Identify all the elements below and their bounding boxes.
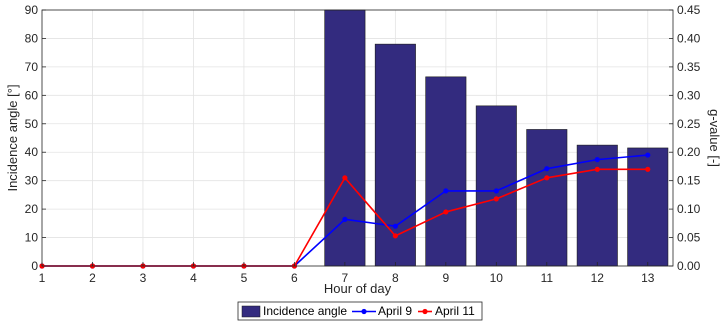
y-tick-label-right: 0.45 — [677, 3, 701, 17]
y-axis-title-left: Incidence angle [°] — [5, 84, 20, 191]
series-point — [493, 188, 499, 194]
y-tick-label-left: 40 — [25, 145, 39, 159]
y-tick-label-right: 0.15 — [677, 174, 701, 188]
bar — [324, 9, 366, 267]
y-tick-label-right: 0.30 — [677, 88, 701, 102]
y-tick-label-left: 30 — [25, 174, 39, 188]
legend-label-incidence-angle: Incidence angle — [263, 304, 347, 318]
series-point — [645, 152, 651, 158]
y-tick-label-right: 0.10 — [677, 202, 701, 216]
series-point — [594, 157, 600, 163]
y-tick-label-left: 50 — [25, 117, 39, 131]
y-tick-label-left: 10 — [25, 231, 39, 245]
y-tick-label-right: 0.00 — [677, 259, 701, 273]
series-point — [392, 223, 398, 229]
legend: Incidence angle April 9 April 11 — [237, 301, 483, 321]
x-tick-label: 2 — [89, 271, 96, 285]
series-point — [493, 196, 499, 202]
x-tick-label: 12 — [591, 271, 605, 285]
bar — [425, 76, 467, 267]
bar — [576, 144, 618, 267]
x-tick-label: 1 — [39, 271, 46, 285]
x-tick-label: 7 — [342, 271, 349, 285]
bar — [374, 43, 416, 267]
x-tick-label: 4 — [190, 271, 197, 285]
x-ticks: 1 2 3 4 5 6 7 8 9 10 11 12 13 — [39, 262, 655, 285]
y-ticks-left: 0 10 20 30 40 50 60 70 80 90 — [25, 3, 46, 273]
y-tick-label-right: 0.40 — [677, 31, 701, 45]
series-point — [392, 233, 398, 239]
legend-marker-april-11 — [422, 308, 428, 315]
y-tick-label-right: 0.35 — [677, 60, 701, 74]
legend-label-april-11: April 11 — [435, 304, 475, 318]
x-tick-label: 3 — [140, 271, 147, 285]
x-axis-title: Hour of day — [324, 281, 392, 296]
bar — [526, 129, 568, 267]
series-point — [443, 188, 449, 194]
x-tick-label: 5 — [241, 271, 248, 285]
x-tick-label: 8 — [392, 271, 399, 285]
y-tick-label-right: 0.25 — [677, 117, 701, 131]
bar — [627, 147, 669, 267]
y-tick-label-left: 80 — [25, 31, 39, 45]
series-point — [645, 166, 651, 172]
series-point — [342, 216, 348, 222]
x-tick-label: 10 — [490, 271, 504, 285]
legend-swatch-incidence-angle — [241, 305, 261, 318]
legend-marker-april-9 — [361, 308, 367, 315]
series-point — [342, 175, 348, 181]
legend-label-april-9: April 9 — [378, 304, 412, 318]
series-point — [544, 166, 550, 172]
plot-frame — [41, 9, 674, 267]
y-tick-label-right: 0.20 — [677, 145, 701, 159]
series-point — [443, 209, 449, 215]
x-tick-label: 9 — [442, 271, 449, 285]
y-tick-label-left: 0 — [31, 259, 38, 273]
bars — [324, 9, 669, 267]
x-tick-label: 6 — [291, 271, 298, 285]
x-tick-label: 13 — [641, 271, 655, 285]
series-point — [594, 166, 600, 172]
y-tick-label-left: 70 — [25, 60, 39, 74]
y-tick-label-left: 20 — [25, 202, 39, 216]
y-tick-label-right: 0.05 — [677, 231, 701, 245]
bar — [475, 105, 517, 267]
y-tick-label-left: 90 — [25, 3, 39, 17]
y-tick-label-left: 60 — [25, 88, 39, 102]
x-tick-label: 11 — [541, 271, 554, 285]
y-ticks-right: 0.00 0.05 0.10 0.15 0.20 0.25 0.30 0.35 0.40 0.45 — [669, 3, 701, 273]
y-axis-title-right: g-value [-] — [707, 109, 720, 167]
series-point — [544, 175, 550, 181]
